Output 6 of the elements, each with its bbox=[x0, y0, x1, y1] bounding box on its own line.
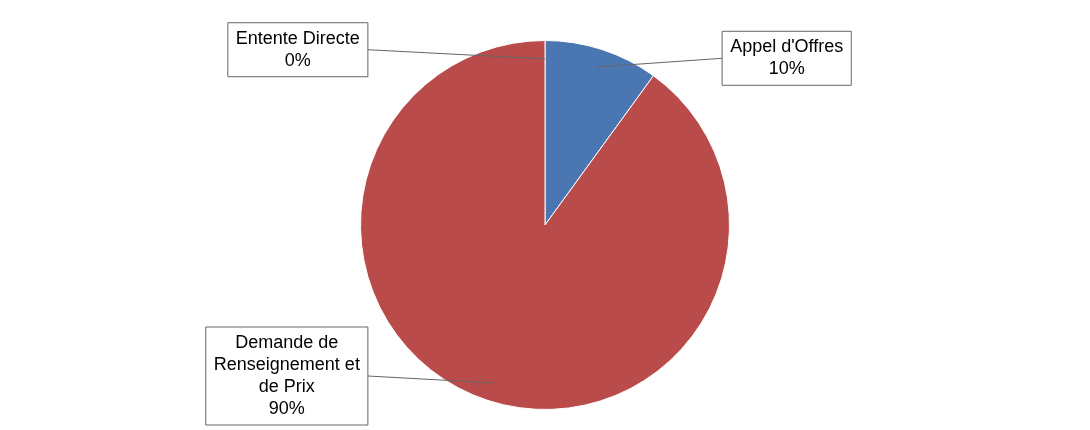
slice-label: Demande de Renseignement et de Prix bbox=[213, 331, 360, 396]
text: 0% bbox=[284, 49, 311, 70]
category-label: Entente Directe bbox=[235, 27, 360, 48]
slice-label: Appel d'Offres bbox=[730, 36, 844, 57]
data-label: 10% bbox=[768, 58, 805, 79]
data-label: 90% bbox=[268, 397, 305, 418]
